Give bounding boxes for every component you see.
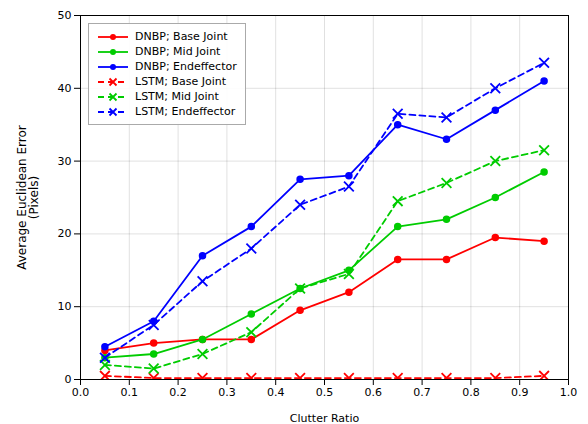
svg-text:0.8: 0.8 (462, 386, 480, 399)
svg-text:0.4: 0.4 (267, 386, 285, 399)
svg-text:50: 50 (58, 9, 72, 22)
svg-text:0.3: 0.3 (218, 386, 236, 399)
html-text:LSTM; Base Joint: LSTM; Base Joint (135, 75, 227, 88)
svg-text:10: 10 (58, 300, 72, 313)
svg-text:0.2: 0.2 (169, 386, 187, 399)
html-text:DNBP; Endeffector: DNBP; Endeffector (135, 60, 237, 73)
svg-text:0.6: 0.6 (365, 386, 383, 399)
html-text:LSTM; Mid Joint: LSTM; Mid Joint (135, 90, 219, 103)
svg-text:0.1: 0.1 (121, 386, 139, 399)
svg-text:40: 40 (58, 82, 72, 95)
svg-text:1.0: 1.0 (560, 386, 578, 399)
svg-text:20: 20 (58, 227, 72, 240)
svg-text:Average Euclidean Error(Pixels: Average Euclidean Error(Pixels) (15, 125, 41, 270)
svg-text:0.5: 0.5 (316, 386, 334, 399)
html-text:LSTM; Endeffector: LSTM; Endeffector (135, 105, 236, 118)
html-text:DNBP; Base Joint: DNBP; Base Joint (135, 30, 228, 43)
svg-text:0.7: 0.7 (413, 386, 431, 399)
svg-text:30: 30 (58, 155, 72, 168)
svg-text:0: 0 (65, 373, 72, 386)
html-text:DNBP; Mid Joint: DNBP; Mid Joint (135, 45, 221, 58)
svg-text:0.0: 0.0 (72, 386, 90, 399)
svg-text:Clutter Ratio: Clutter Ratio (290, 412, 360, 424)
svg-text:0.9: 0.9 (511, 386, 529, 399)
